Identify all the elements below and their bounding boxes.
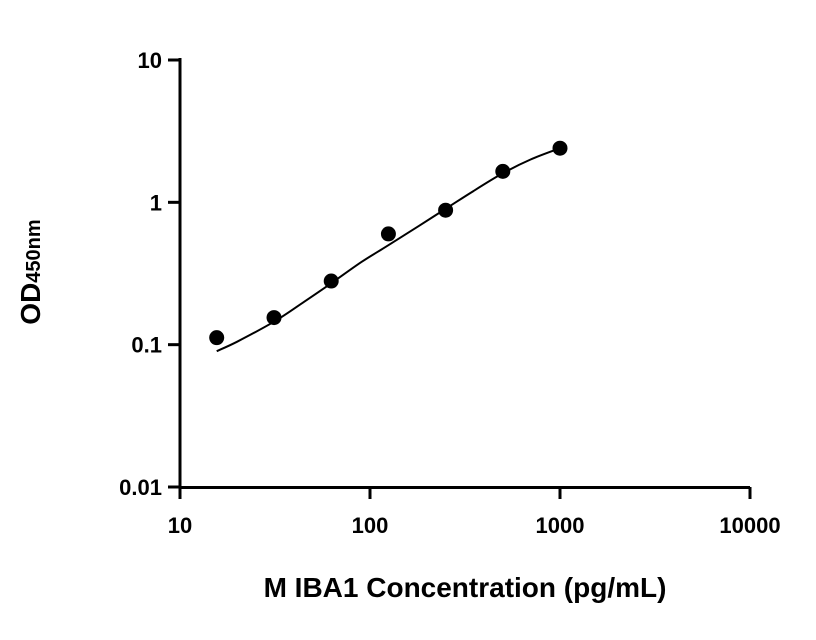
x-tick-label: 100 [352,513,389,538]
y-tick-label: 1 [150,190,162,215]
x-ticks: 10 100 1000 10000 [168,487,781,538]
data-point [266,310,282,326]
y-tick-label: 10 [138,48,162,73]
x-tick-label: 1000 [536,513,585,538]
data-point [552,140,568,156]
y-axis-title-main: OD [15,283,46,325]
data-point [380,226,396,242]
x-axis-title: M IBA1 Concentration (pg/mL) [264,572,667,603]
data-point [438,202,454,218]
plot-area [209,140,568,353]
y-axis-title-sub: 450nm [23,219,45,282]
data-point [323,273,339,289]
x-tick-label: 10000 [719,513,780,538]
data-point [209,330,225,346]
x-tick-label: 10 [168,513,192,538]
y-tick-label: 0.1 [131,333,162,358]
y-axis-title: OD450nm [15,219,46,324]
axes [178,58,750,489]
y-ticks: 0.01 0.1 1 10 [119,48,180,500]
data-point [495,163,511,179]
y-tick-label: 0.01 [119,475,162,500]
